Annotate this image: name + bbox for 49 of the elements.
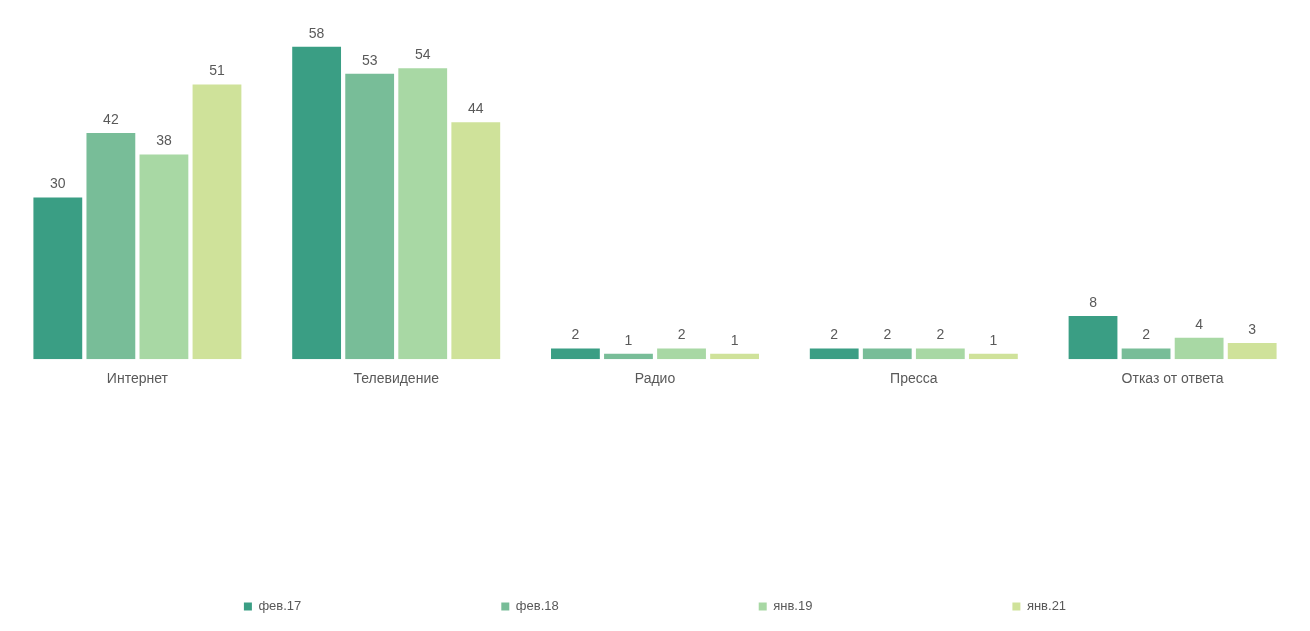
bar (345, 73, 395, 360)
x-tick-label: Пресса (890, 370, 938, 387)
legend-label: янв.19 (773, 598, 813, 614)
legend-label: янв.21 (1026, 598, 1067, 614)
data-label: 3 (1248, 320, 1257, 337)
data-label: 4 (1195, 315, 1204, 332)
data-label: 2 (677, 326, 686, 343)
bar (398, 68, 448, 360)
data-label: 53 (361, 51, 378, 68)
data-label: 38 (156, 132, 172, 149)
data-label: 58 (308, 24, 325, 41)
data-label: 42 (103, 110, 119, 127)
bar (604, 353, 653, 360)
data-label: 2 (883, 326, 892, 343)
bar (862, 348, 912, 360)
bar (139, 154, 189, 360)
data-label: 2 (936, 326, 945, 343)
bar (451, 122, 501, 360)
bar (292, 46, 342, 360)
x-tick-label: Радио (634, 370, 676, 387)
bar (86, 132, 136, 360)
bar (33, 197, 83, 360)
bar (551, 348, 600, 360)
data-label: 1 (624, 331, 633, 348)
legend-label: фев.17 (258, 598, 302, 614)
legend-label: фев.18 (515, 598, 559, 614)
bar (1121, 348, 1171, 360)
data-label: 51 (209, 62, 225, 79)
bar (1174, 337, 1224, 360)
data-label: 1 (989, 331, 998, 348)
bar (1227, 343, 1277, 360)
data-label: 54 (414, 46, 431, 63)
bar (1068, 316, 1118, 360)
data-label: 2 (571, 326, 580, 343)
data-label: 44 (467, 100, 484, 117)
data-label: 2 (1142, 326, 1151, 343)
bar (968, 353, 1018, 360)
bar (809, 348, 859, 360)
x-tick-label: Отказ от ответа (1121, 370, 1224, 387)
bar (915, 348, 965, 360)
data-label: 30 (50, 175, 66, 192)
bar (710, 353, 759, 360)
bar (192, 84, 242, 360)
bar (657, 348, 706, 360)
x-tick-label: Телевидение (353, 370, 440, 387)
data-label: 8 (1089, 293, 1098, 310)
data-label: 1 (730, 331, 739, 348)
data-label: 2 (830, 326, 839, 343)
x-tick-label: Интернет (106, 370, 169, 387)
